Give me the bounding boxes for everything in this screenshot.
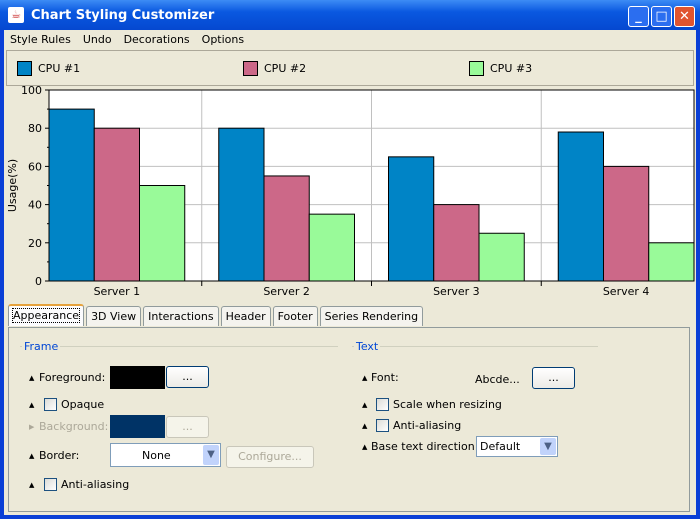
window-title: Chart Styling Customizer — [31, 8, 215, 23]
chevron-down-icon[interactable]: ▼ — [540, 438, 556, 455]
legend-item-cpu2: CPU #2 — [243, 61, 306, 76]
configure-button[interactable]: Configure... — [226, 446, 314, 468]
border-value: None — [142, 449, 171, 462]
bar-server-1-cpu1 — [48, 108, 95, 282]
legend-item-cpu1: CPU #1 — [17, 61, 80, 76]
text-divider — [352, 346, 598, 347]
bar-server-1-cpu2 — [93, 127, 140, 282]
legend-item-cpu3: CPU #3 — [469, 61, 532, 76]
background-color-swatch — [110, 415, 165, 438]
base-text-direction-label: Base text direction: — [371, 440, 479, 453]
tab-label: Header — [225, 310, 266, 323]
close-button[interactable]: ✕ — [674, 6, 695, 27]
font-sample: Abcde... — [475, 373, 520, 386]
triangle-icon: ▲ — [362, 401, 368, 409]
bar-server-3-cpu1 — [388, 156, 435, 282]
text-antialiasing-checkbox[interactable] — [376, 419, 389, 432]
bar-server-2-cpu1 — [218, 127, 265, 282]
menu-style-rules[interactable]: Style Rules — [10, 33, 71, 46]
tab-header[interactable]: Header — [220, 306, 271, 326]
title-bar: ☕ Chart Styling Customizer _ □ ✕ — [0, 0, 700, 30]
x-tick-label: Server 3 — [433, 285, 480, 298]
y-axis-label: Usage(%) — [6, 159, 19, 212]
frame-group-title: Frame — [22, 340, 61, 353]
x-tick-label: Server 2 — [263, 285, 310, 298]
y-tick-label: 80 — [28, 122, 42, 135]
tab-label: Appearance — [11, 308, 81, 323]
frame-divider — [20, 346, 338, 347]
x-tick-label: Server 1 — [94, 285, 141, 298]
opaque-label: Opaque — [61, 398, 105, 411]
y-tick-label: 20 — [28, 237, 42, 250]
legend-swatch — [243, 61, 258, 76]
chevron-down-icon[interactable]: ▼ — [203, 445, 219, 465]
scale-when-resizing-checkbox[interactable] — [376, 398, 389, 411]
triangle-icon: ▲ — [29, 481, 35, 489]
triangle-icon: ▲ — [362, 422, 368, 430]
tab-3d-view[interactable]: 3D View — [86, 306, 142, 326]
bar-server-3-cpu3 — [478, 232, 525, 282]
x-tick-label: Server 4 — [603, 285, 650, 298]
bar-server-2-cpu3 — [308, 213, 355, 282]
menu-bar: Style Rules Undo Decorations Options — [4, 30, 696, 49]
minimize-button[interactable]: _ — [628, 6, 649, 27]
tab-label: 3D View — [91, 310, 137, 323]
triangle-icon: ▲ — [362, 374, 368, 382]
frame-antialiasing-label: Anti-aliasing — [61, 478, 130, 491]
menu-undo[interactable]: Undo — [82, 33, 112, 46]
text-antialiasing-label: Anti-aliasing — [393, 419, 462, 432]
font-label: Font: — [371, 371, 399, 384]
bar-server-4-cpu1 — [557, 131, 604, 282]
triangle-icon: ▲ — [29, 401, 35, 409]
tab-appearance[interactable]: Appearance — [8, 304, 85, 326]
scale-when-resizing-label: Scale when resizing — [393, 398, 502, 411]
legend-label: CPU #1 — [38, 62, 81, 75]
chart-legend: CPU #1 CPU #2 CPU #3 — [6, 50, 694, 86]
legend-swatch — [17, 61, 32, 76]
menu-options[interactable]: Options — [201, 33, 245, 46]
y-tick-label: 40 — [28, 199, 42, 212]
text-group-title: Text — [354, 340, 381, 353]
bar-server-3-cpu2 — [433, 204, 480, 282]
triangle-icon: ▲ — [29, 374, 35, 382]
bar-chart: Server 1 Server 2 Server 3 Server 4 0 20 40 60 8… — [6, 86, 695, 298]
tab-footer[interactable]: Footer — [272, 306, 318, 326]
triangle-icon: ▲ — [29, 452, 35, 460]
triangle-icon: ▲ — [362, 443, 368, 451]
bar-server-4-cpu3 — [648, 242, 695, 282]
menu-decorations[interactable]: Decorations — [123, 33, 190, 46]
y-tick-label: 60 — [28, 160, 42, 173]
triangle-right-icon: ▶ — [29, 423, 35, 431]
java-app-icon: ☕ — [8, 7, 24, 23]
tab-interactions[interactable]: Interactions — [143, 306, 219, 326]
foreground-color-swatch — [110, 366, 165, 389]
frame-antialiasing-checkbox[interactable] — [44, 478, 57, 491]
opaque-checkbox[interactable] — [44, 398, 57, 411]
direction-value: Default — [480, 440, 521, 453]
tab-bar: Appearance 3D View Interactions Header F… — [8, 304, 425, 326]
y-tick-label: 0 — [35, 275, 42, 288]
border-label: Border: — [39, 449, 80, 462]
foreground-label: Foreground: — [39, 371, 106, 384]
y-tick-label: 100 — [21, 86, 42, 97]
base-text-direction-combobox[interactable]: Default ▼ — [476, 436, 558, 457]
font-choose-button[interactable]: ... — [532, 367, 575, 389]
legend-swatch — [469, 61, 484, 76]
background-label: Background: — [39, 420, 109, 433]
maximize-button[interactable]: □ — [651, 6, 672, 27]
bar-server-4-cpu2 — [603, 165, 650, 282]
background-choose-button[interactable]: ... — [166, 416, 209, 438]
legend-label: CPU #3 — [490, 62, 533, 75]
tab-label: Footer — [277, 310, 313, 323]
tab-label: Interactions — [148, 310, 214, 323]
legend-label: CPU #2 — [264, 62, 307, 75]
tab-series-rendering[interactable]: Series Rendering — [319, 306, 424, 326]
bar-server-1-cpu3 — [139, 185, 186, 282]
border-combobox[interactable]: None ▼ — [110, 443, 221, 467]
bar-server-2-cpu2 — [263, 175, 310, 282]
foreground-choose-button[interactable]: ... — [166, 366, 209, 388]
tab-label: Series Rendering — [324, 310, 419, 323]
